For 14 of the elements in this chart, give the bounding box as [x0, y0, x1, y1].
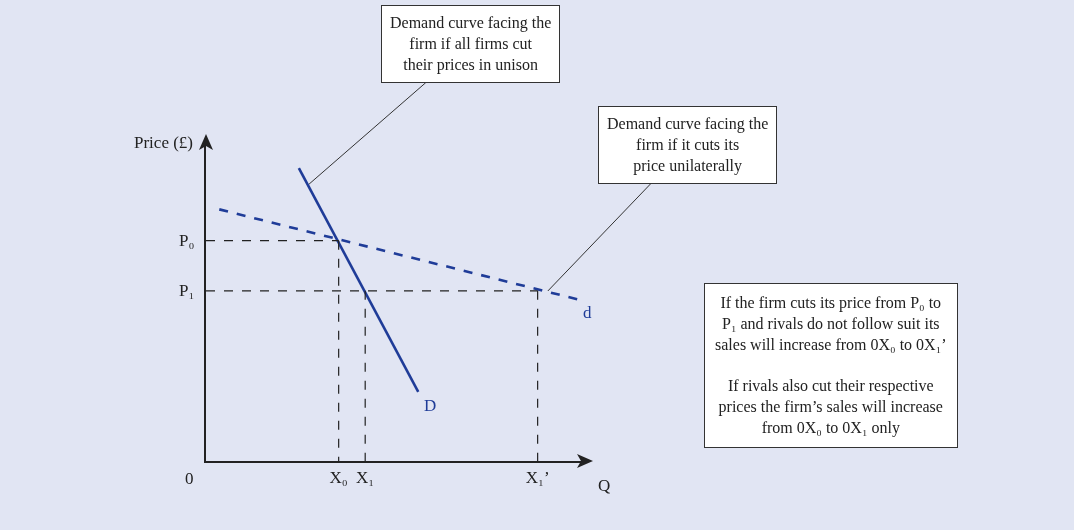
text: P₀ [179, 231, 195, 250]
text: Demand curve facing the firm if it cuts its price unilaterally [607, 115, 769, 175]
text: Demand curve facing the firm if all firms cut their prices in unison [390, 14, 552, 74]
x-axis-title: Q [598, 476, 611, 495]
series-label: d [583, 303, 592, 322]
text: P₁ [179, 281, 195, 300]
series-label: D [424, 396, 437, 415]
text: If rivals also cut their respective prices the firm’s sales will increase from 0X₀ to 0X₁ only [718, 377, 943, 437]
x-tick-label: X₁ [356, 468, 375, 488]
x-tick-label: X₀ [329, 468, 348, 488]
x-tick-label: X₁’ [525, 468, 550, 488]
text: If the firm cuts its price from P₀ to P₁ and rivals do not follow suit its sales will increase from 0X₀ to 0X₁’ [715, 294, 947, 353]
y-axis-title: Price (£) [134, 133, 194, 152]
text: 0 [185, 469, 194, 488]
